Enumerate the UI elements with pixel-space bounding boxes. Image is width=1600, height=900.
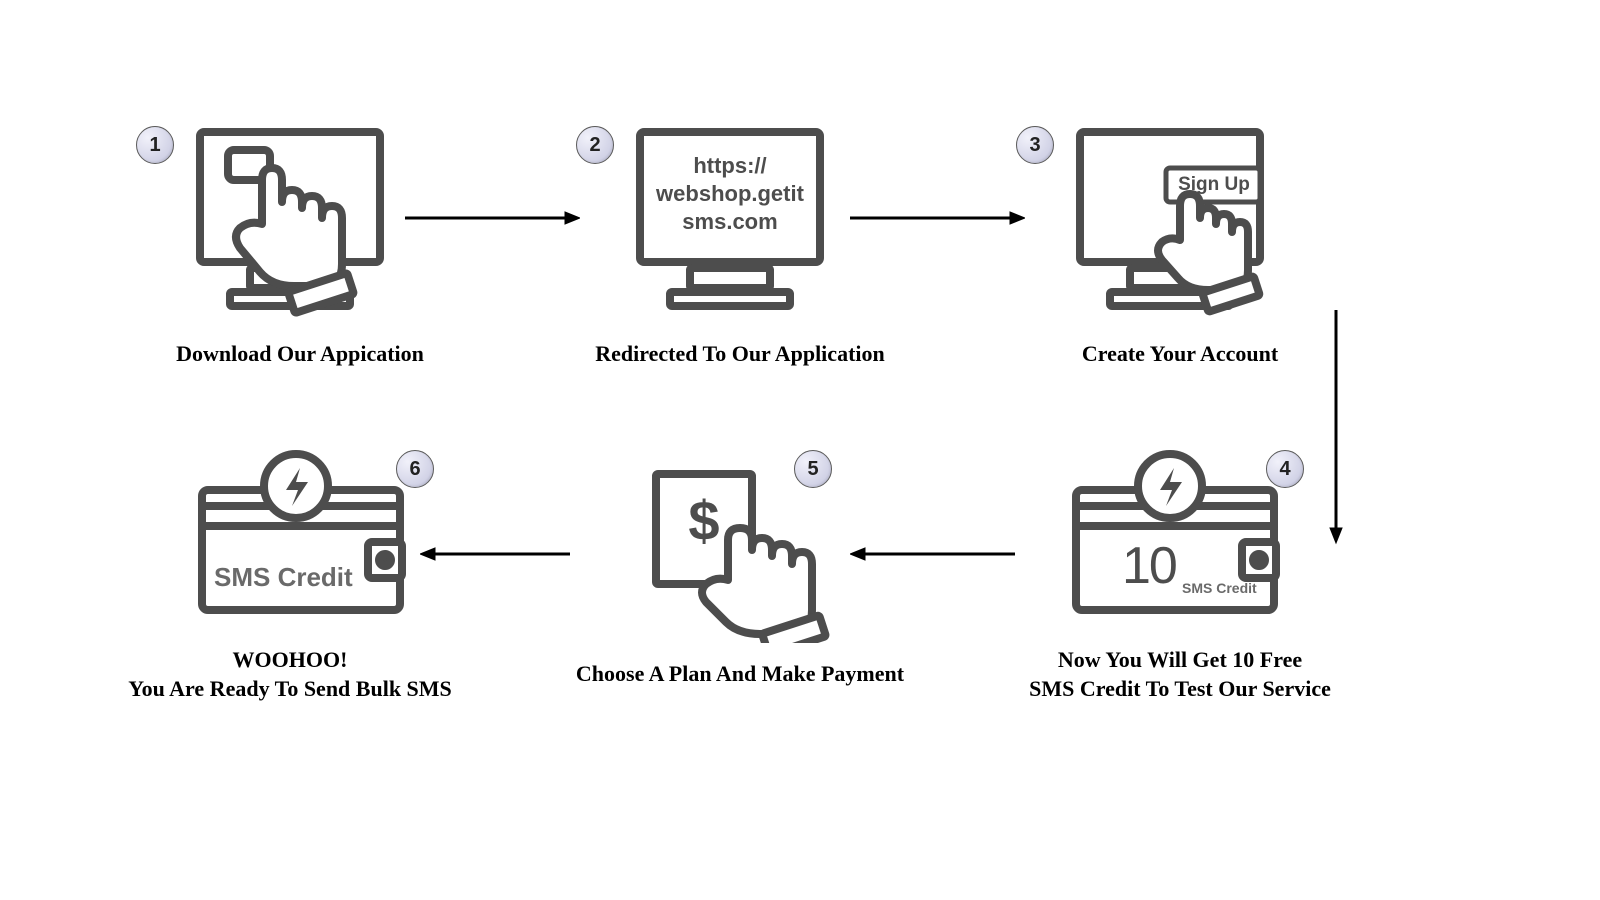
step-caption: Create Your Account	[1010, 340, 1350, 369]
step-caption: Now You Will Get 10 Free SMS Credit To T…	[1010, 646, 1350, 703]
url-text: https:// webshop.getit sms.com	[648, 152, 812, 236]
step-number: 4	[1279, 458, 1290, 481]
step-caption: Choose A Plan And Make Payment	[570, 660, 910, 689]
wallet-big-number: 10	[1122, 536, 1176, 596]
hand-dollar-icon: $	[650, 468, 840, 648]
wallet-label: SMS Credit	[214, 562, 353, 593]
arrow-1-to-2	[405, 208, 580, 228]
wallet-10-icon: 10 SMS Credit	[1070, 450, 1280, 630]
monitor-signup-icon: Sign Up	[1070, 128, 1270, 323]
step-number: 3	[1029, 134, 1040, 157]
step-caption: Download Our Appication	[130, 340, 470, 369]
arrow-5-to-6	[420, 544, 570, 564]
step-caption: WOOHOO! You Are Ready To Send Bulk SMS	[80, 646, 500, 703]
monitor-url-icon: https:// webshop.getit sms.com	[630, 128, 830, 323]
arrow-4-to-5	[850, 544, 1015, 564]
signup-button-label: Sign Up	[1174, 174, 1254, 196]
step-number: 2	[589, 134, 600, 157]
arrow-3-to-4	[1326, 310, 1346, 545]
step-number: 1	[149, 134, 160, 157]
wallet-small-label: SMS Credit	[1182, 580, 1257, 596]
step-badge-3: 3	[1016, 126, 1054, 164]
step-caption: Redirected To Our Application	[570, 340, 910, 369]
monitor-hand-click-icon	[190, 128, 390, 323]
step-badge-1: 1	[136, 126, 174, 164]
step-badge-2: 2	[576, 126, 614, 164]
wallet-smscredit-icon: SMS Credit	[196, 450, 406, 630]
arrow-2-to-3	[850, 208, 1025, 228]
svg-text:$: $	[688, 489, 719, 552]
step-number: 6	[409, 458, 420, 481]
infographic-canvas: 1 Download Our A	[0, 0, 1600, 900]
